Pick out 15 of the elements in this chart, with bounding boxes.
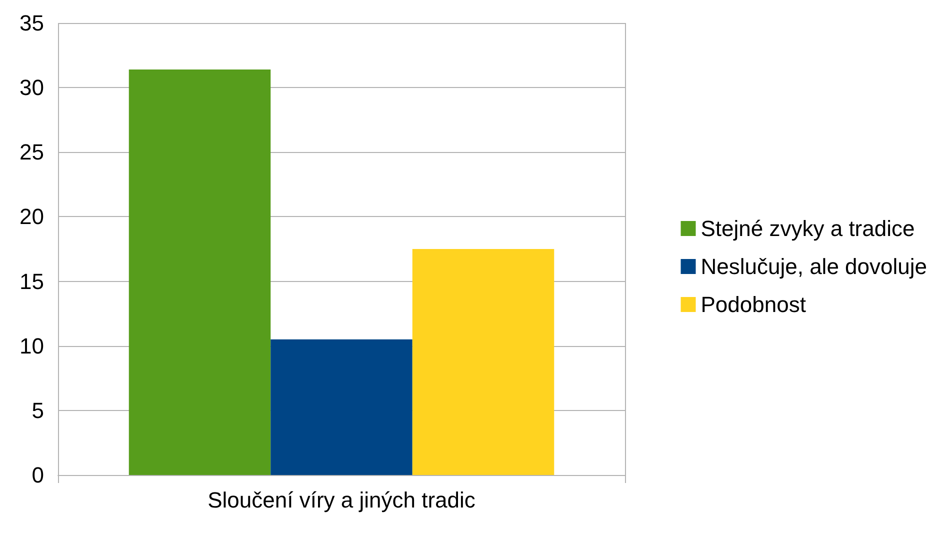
legend-label: Neslučuje, ale dovoluje: [700, 254, 928, 279]
y-tick-label: 20: [20, 204, 44, 230]
y-tick-label: 5: [32, 398, 44, 423]
y-tick-label: 0: [32, 462, 44, 488]
bar: [412, 249, 554, 475]
legend-label: Podobnost: [700, 292, 806, 317]
y-tick-label: 15: [20, 268, 44, 294]
bar: [270, 339, 412, 475]
y-tick-label: 30: [20, 75, 44, 100]
y-tick-label: 10: [20, 333, 44, 358]
y-tick-label: 25: [20, 140, 44, 165]
y-tick-label: 35: [20, 10, 44, 36]
x-tick-label: Sloučení víry a jiných tradic: [208, 488, 476, 512]
bar: [128, 69, 271, 475]
legend-label: Stejné zvyky a tradice: [700, 216, 915, 241]
